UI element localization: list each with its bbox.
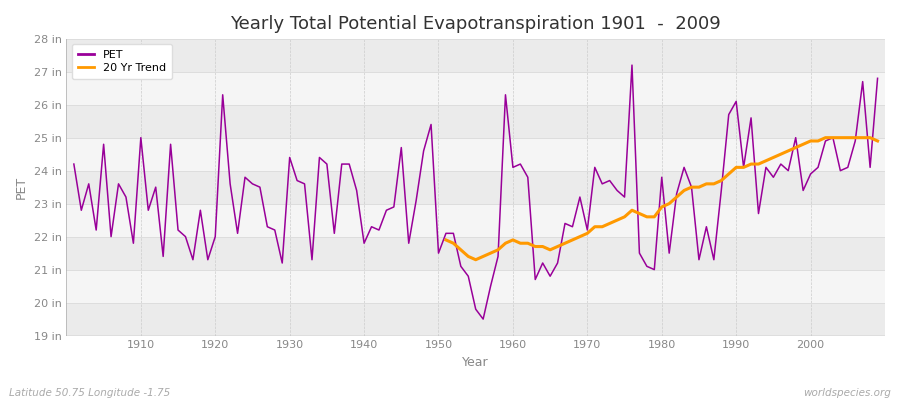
Bar bbox=[67, 237, 885, 270]
Bar bbox=[67, 171, 885, 204]
Bar bbox=[67, 138, 885, 171]
Bar bbox=[67, 72, 885, 105]
X-axis label: Year: Year bbox=[463, 356, 489, 369]
Bar bbox=[67, 270, 885, 302]
Title: Yearly Total Potential Evapotranspiration 1901  -  2009: Yearly Total Potential Evapotranspiratio… bbox=[230, 15, 721, 33]
Text: Latitude 50.75 Longitude -1.75: Latitude 50.75 Longitude -1.75 bbox=[9, 388, 170, 398]
Bar bbox=[67, 302, 885, 336]
Legend: PET, 20 Yr Trend: PET, 20 Yr Trend bbox=[72, 44, 172, 79]
Bar bbox=[67, 39, 885, 72]
Y-axis label: PET: PET bbox=[15, 176, 28, 199]
Bar bbox=[67, 204, 885, 237]
Bar bbox=[67, 105, 885, 138]
Text: worldspecies.org: worldspecies.org bbox=[803, 388, 891, 398]
